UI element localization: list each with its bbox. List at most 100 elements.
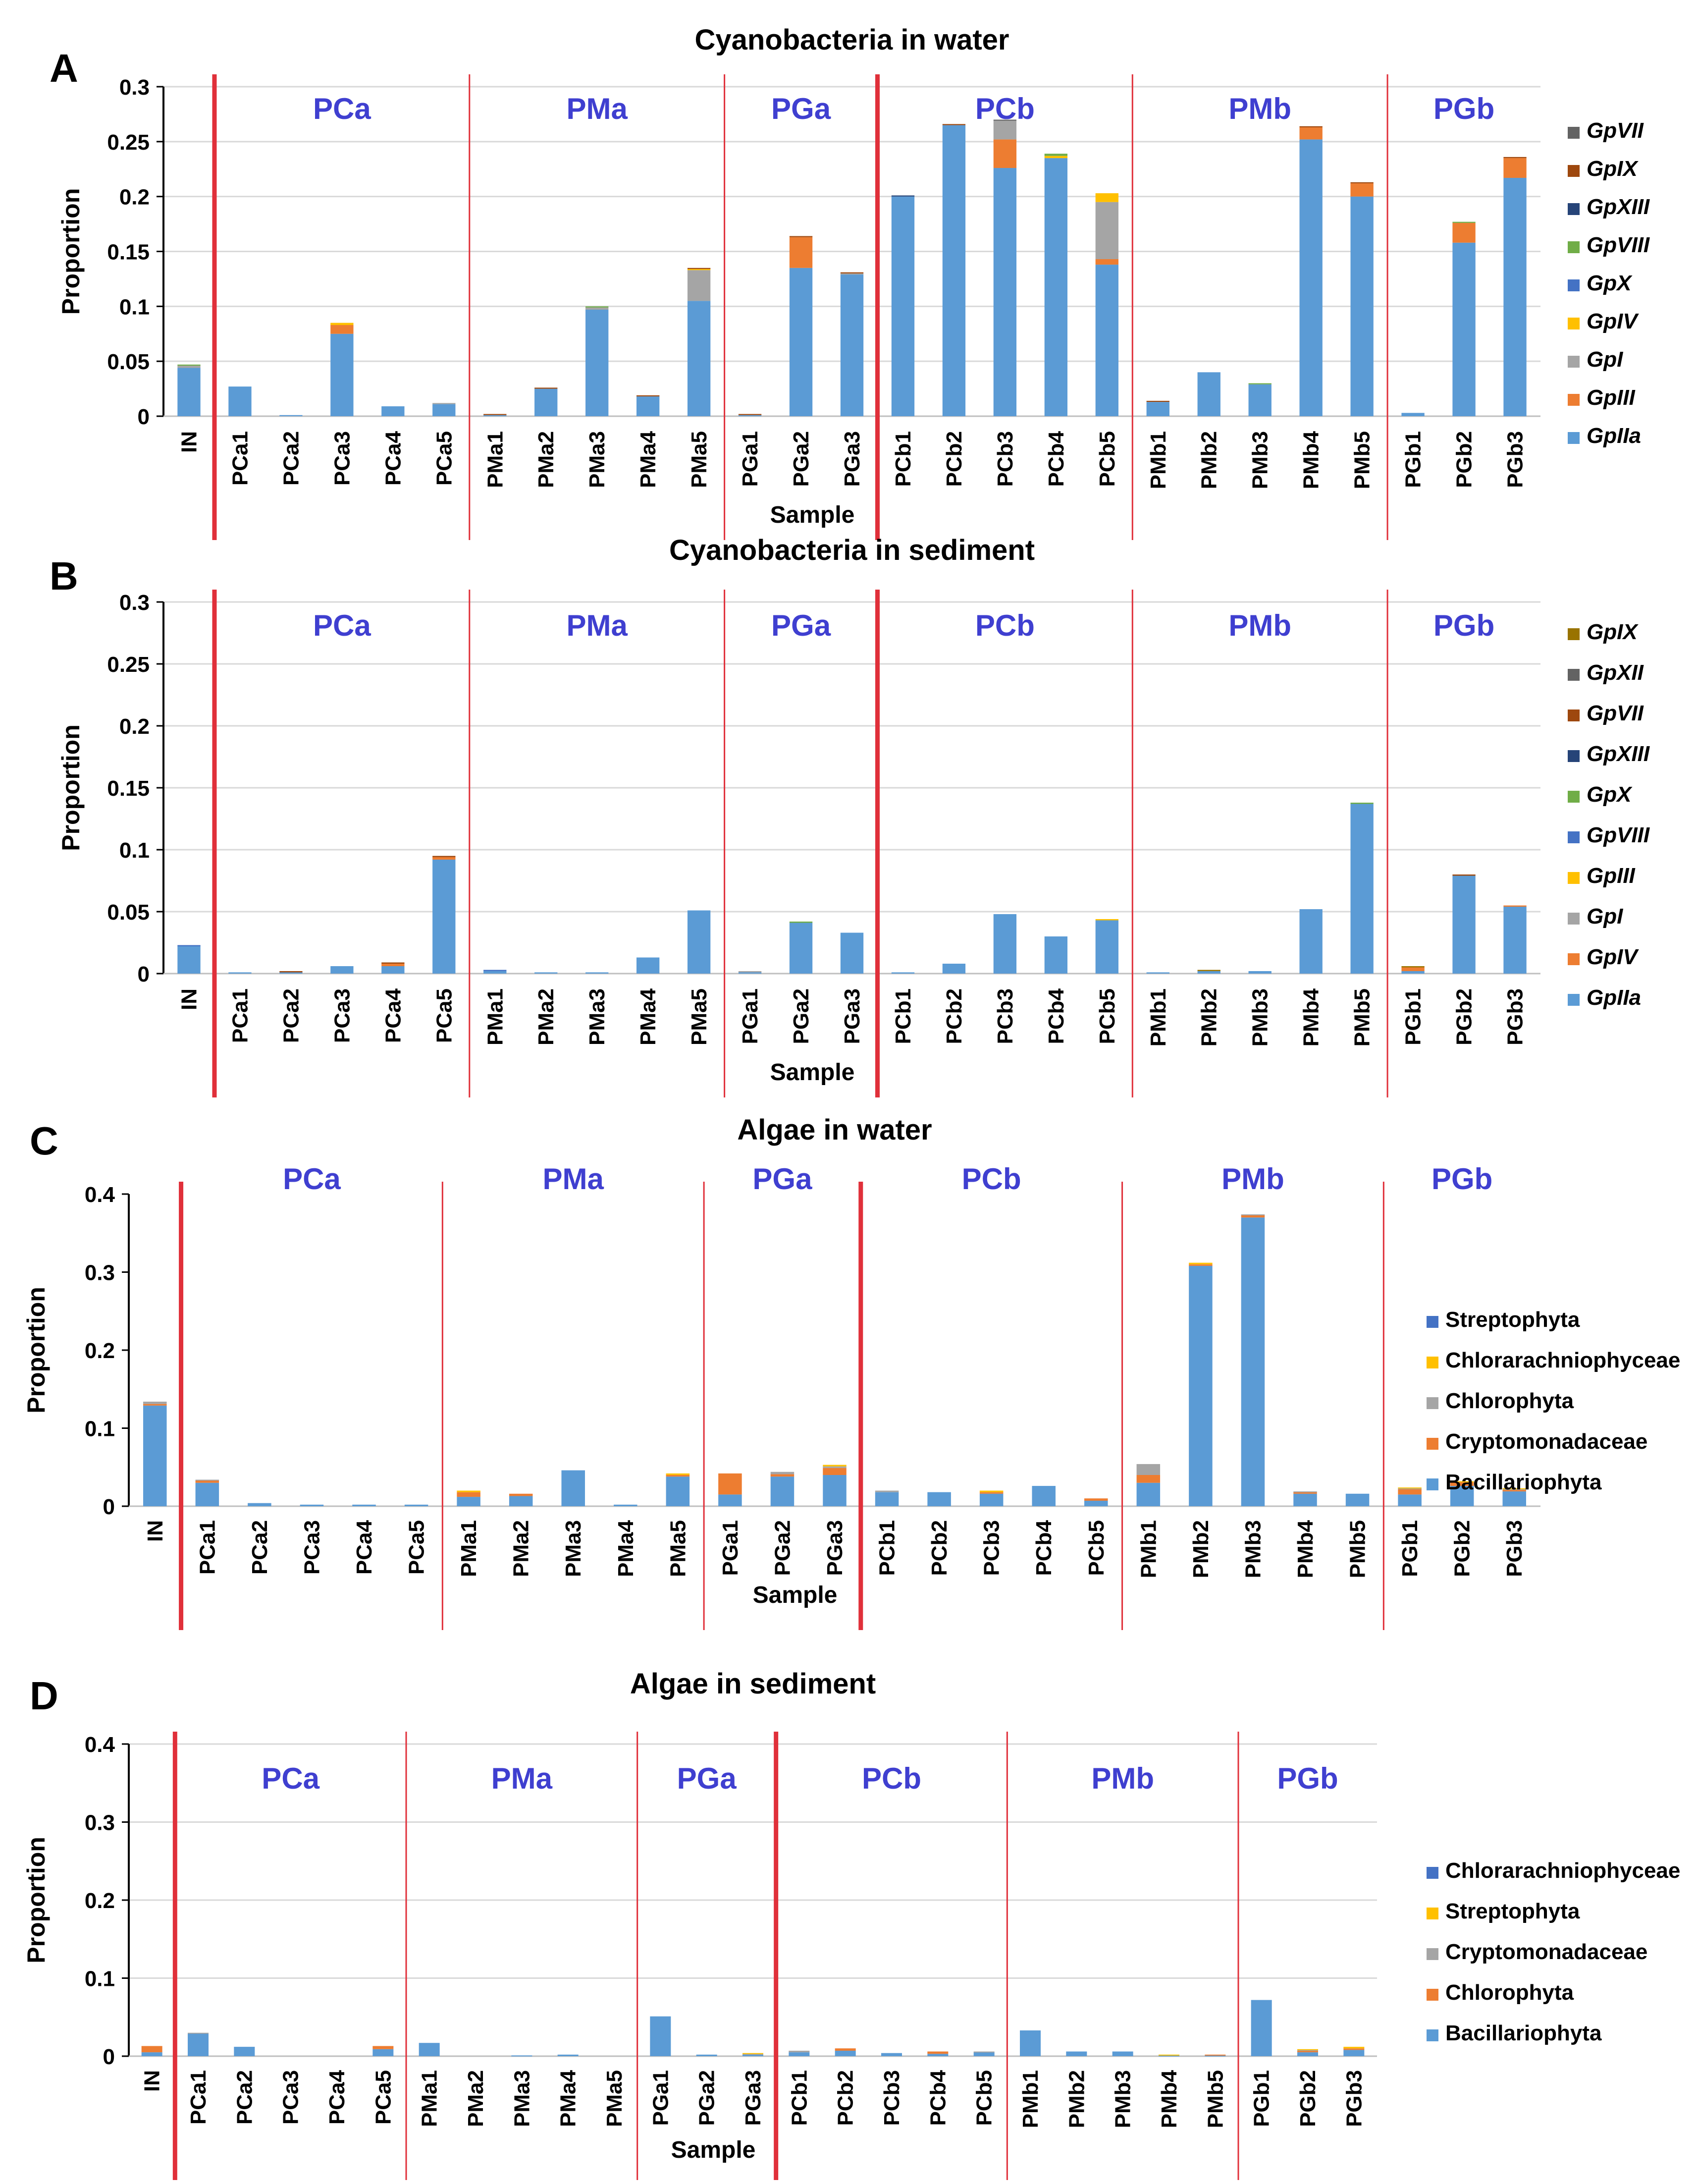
x-tick-label: PGb1 — [1398, 1520, 1422, 1577]
bar-segment — [1248, 971, 1272, 974]
bar-segment — [1205, 2054, 1226, 2056]
x-tick-label: PCa5 — [432, 988, 456, 1043]
x-tick-label: PCb5 — [1095, 988, 1119, 1044]
x-tick-label: PCb5 — [1095, 431, 1119, 487]
y-axis-label: Proportion — [22, 1287, 50, 1414]
legend-swatch — [1427, 1867, 1438, 1879]
bar-segment — [1452, 222, 1476, 243]
legend-swatch — [1427, 1316, 1438, 1328]
bar-segment — [1241, 1214, 1265, 1215]
bar-segment — [687, 268, 711, 269]
legend-label: GpX — [1587, 782, 1633, 807]
bar-segment — [1095, 193, 1118, 202]
legend: Streptophyta Chlorarachniophyceae Chloroph… — [1427, 1308, 1680, 1494]
bar-segment — [279, 972, 303, 974]
bar-segment — [973, 2052, 995, 2056]
bar-segment — [840, 932, 864, 974]
bar-segment — [1452, 874, 1476, 876]
bar-segment — [1293, 1493, 1317, 1506]
y-tick-label: 0.3 — [119, 75, 150, 100]
group-label: PGa — [677, 1762, 737, 1795]
bar-segment — [1159, 2055, 1179, 2057]
bar-segment — [177, 366, 201, 368]
bar-segment — [1503, 157, 1527, 159]
bar-segment — [1293, 1492, 1317, 1494]
x-tick-label: PGb1 — [1401, 431, 1426, 488]
x-tick-label: PCa4 — [381, 431, 405, 486]
bar-segment — [143, 1405, 167, 1506]
bar-segment — [457, 1497, 480, 1506]
chart-title: Cyanobacteria in water — [695, 24, 1009, 56]
bar-segment — [1248, 384, 1272, 416]
legend-swatch — [1427, 1438, 1438, 1450]
bar-segment — [687, 910, 711, 974]
x-tick-label: PCa1 — [228, 988, 252, 1043]
bar-segment — [432, 856, 456, 857]
legend-swatch — [1568, 127, 1580, 139]
y-tick-label: 0.15 — [107, 776, 150, 801]
y-tick-label: 0.3 — [85, 1811, 115, 1835]
x-axis-label: Sample — [671, 2137, 756, 2163]
x-tick-label: PMa3 — [561, 1520, 585, 1577]
bar-segment — [1146, 972, 1169, 974]
bar-segment — [177, 946, 201, 974]
x-tick-label: PMb1 — [1018, 2070, 1043, 2128]
legend-label: Chlorophyta — [1445, 1389, 1574, 1413]
bar-segment — [1297, 2050, 1318, 2053]
bar-segment — [228, 386, 252, 416]
bar-segment — [1095, 919, 1118, 921]
bar-segment — [1350, 803, 1374, 804]
legend-swatch — [1568, 791, 1580, 803]
x-tick-label: IN — [140, 2070, 164, 2092]
y-tick-label: 0.05 — [107, 350, 150, 374]
panel-letter: D — [30, 1674, 58, 1718]
bar-segment — [687, 301, 711, 416]
bar-segment — [585, 309, 609, 416]
x-tick-label: PCa2 — [248, 1520, 272, 1575]
legend-label: Cryptomonadaceae — [1445, 1940, 1647, 1964]
bar-segment — [789, 922, 813, 923]
bar-segment — [636, 395, 660, 397]
legend-label: GpI — [1587, 347, 1623, 372]
bar-segment — [330, 325, 354, 334]
bar-segment — [993, 914, 1017, 974]
legend-label: GpVII — [1587, 701, 1644, 725]
legend-swatch — [1427, 1908, 1438, 1919]
x-tick-label: PMb5 — [1346, 1520, 1370, 1578]
bar-segment — [1299, 909, 1323, 974]
bar-segment — [891, 195, 915, 197]
bar-segment — [1297, 2050, 1318, 2051]
bar-segment — [1350, 182, 1374, 184]
x-tick-label: PCb4 — [1044, 988, 1068, 1044]
x-tick-label: PMb2 — [1064, 2070, 1089, 2128]
x-tick-label: PGa1 — [738, 988, 762, 1044]
bar-segment — [1159, 2054, 1179, 2056]
bar-segment — [823, 1468, 847, 1475]
bar-segment — [1401, 971, 1425, 974]
y-tick-label: 0 — [103, 1495, 115, 1519]
bar-segment — [483, 971, 507, 974]
group-label: PCa — [313, 92, 371, 125]
bar-segment — [432, 860, 456, 974]
bar-segment — [1251, 2000, 1272, 2056]
x-tick-label: PGa1 — [738, 431, 762, 487]
x-tick-label: PMa3 — [510, 2070, 534, 2127]
legend-label: GpIV — [1587, 945, 1639, 969]
x-tick-label: PMa5 — [666, 1520, 690, 1577]
bar-segment — [1452, 242, 1476, 416]
bar-segment — [993, 168, 1017, 416]
x-tick-label: PGb1 — [1250, 2070, 1274, 2127]
x-tick-label: PCa4 — [352, 1520, 376, 1575]
bar-segment — [835, 2048, 856, 2051]
x-tick-label: IN — [177, 431, 201, 453]
legend-label: GpIII — [1587, 864, 1636, 888]
bar-segment — [770, 1476, 795, 1506]
bar-segment — [696, 2054, 717, 2056]
group-label: PGb — [1432, 1162, 1492, 1196]
legend: GpVII GpIX GpXIII GpVIII GpX GpIV GpI GpIII GpII… — [1568, 118, 1650, 448]
bar-segment — [789, 268, 813, 416]
bar-segment — [993, 139, 1017, 168]
bar-segment — [650, 2016, 671, 2056]
x-tick-label: PMa2 — [534, 988, 558, 1045]
bar-segment — [835, 2050, 856, 2056]
